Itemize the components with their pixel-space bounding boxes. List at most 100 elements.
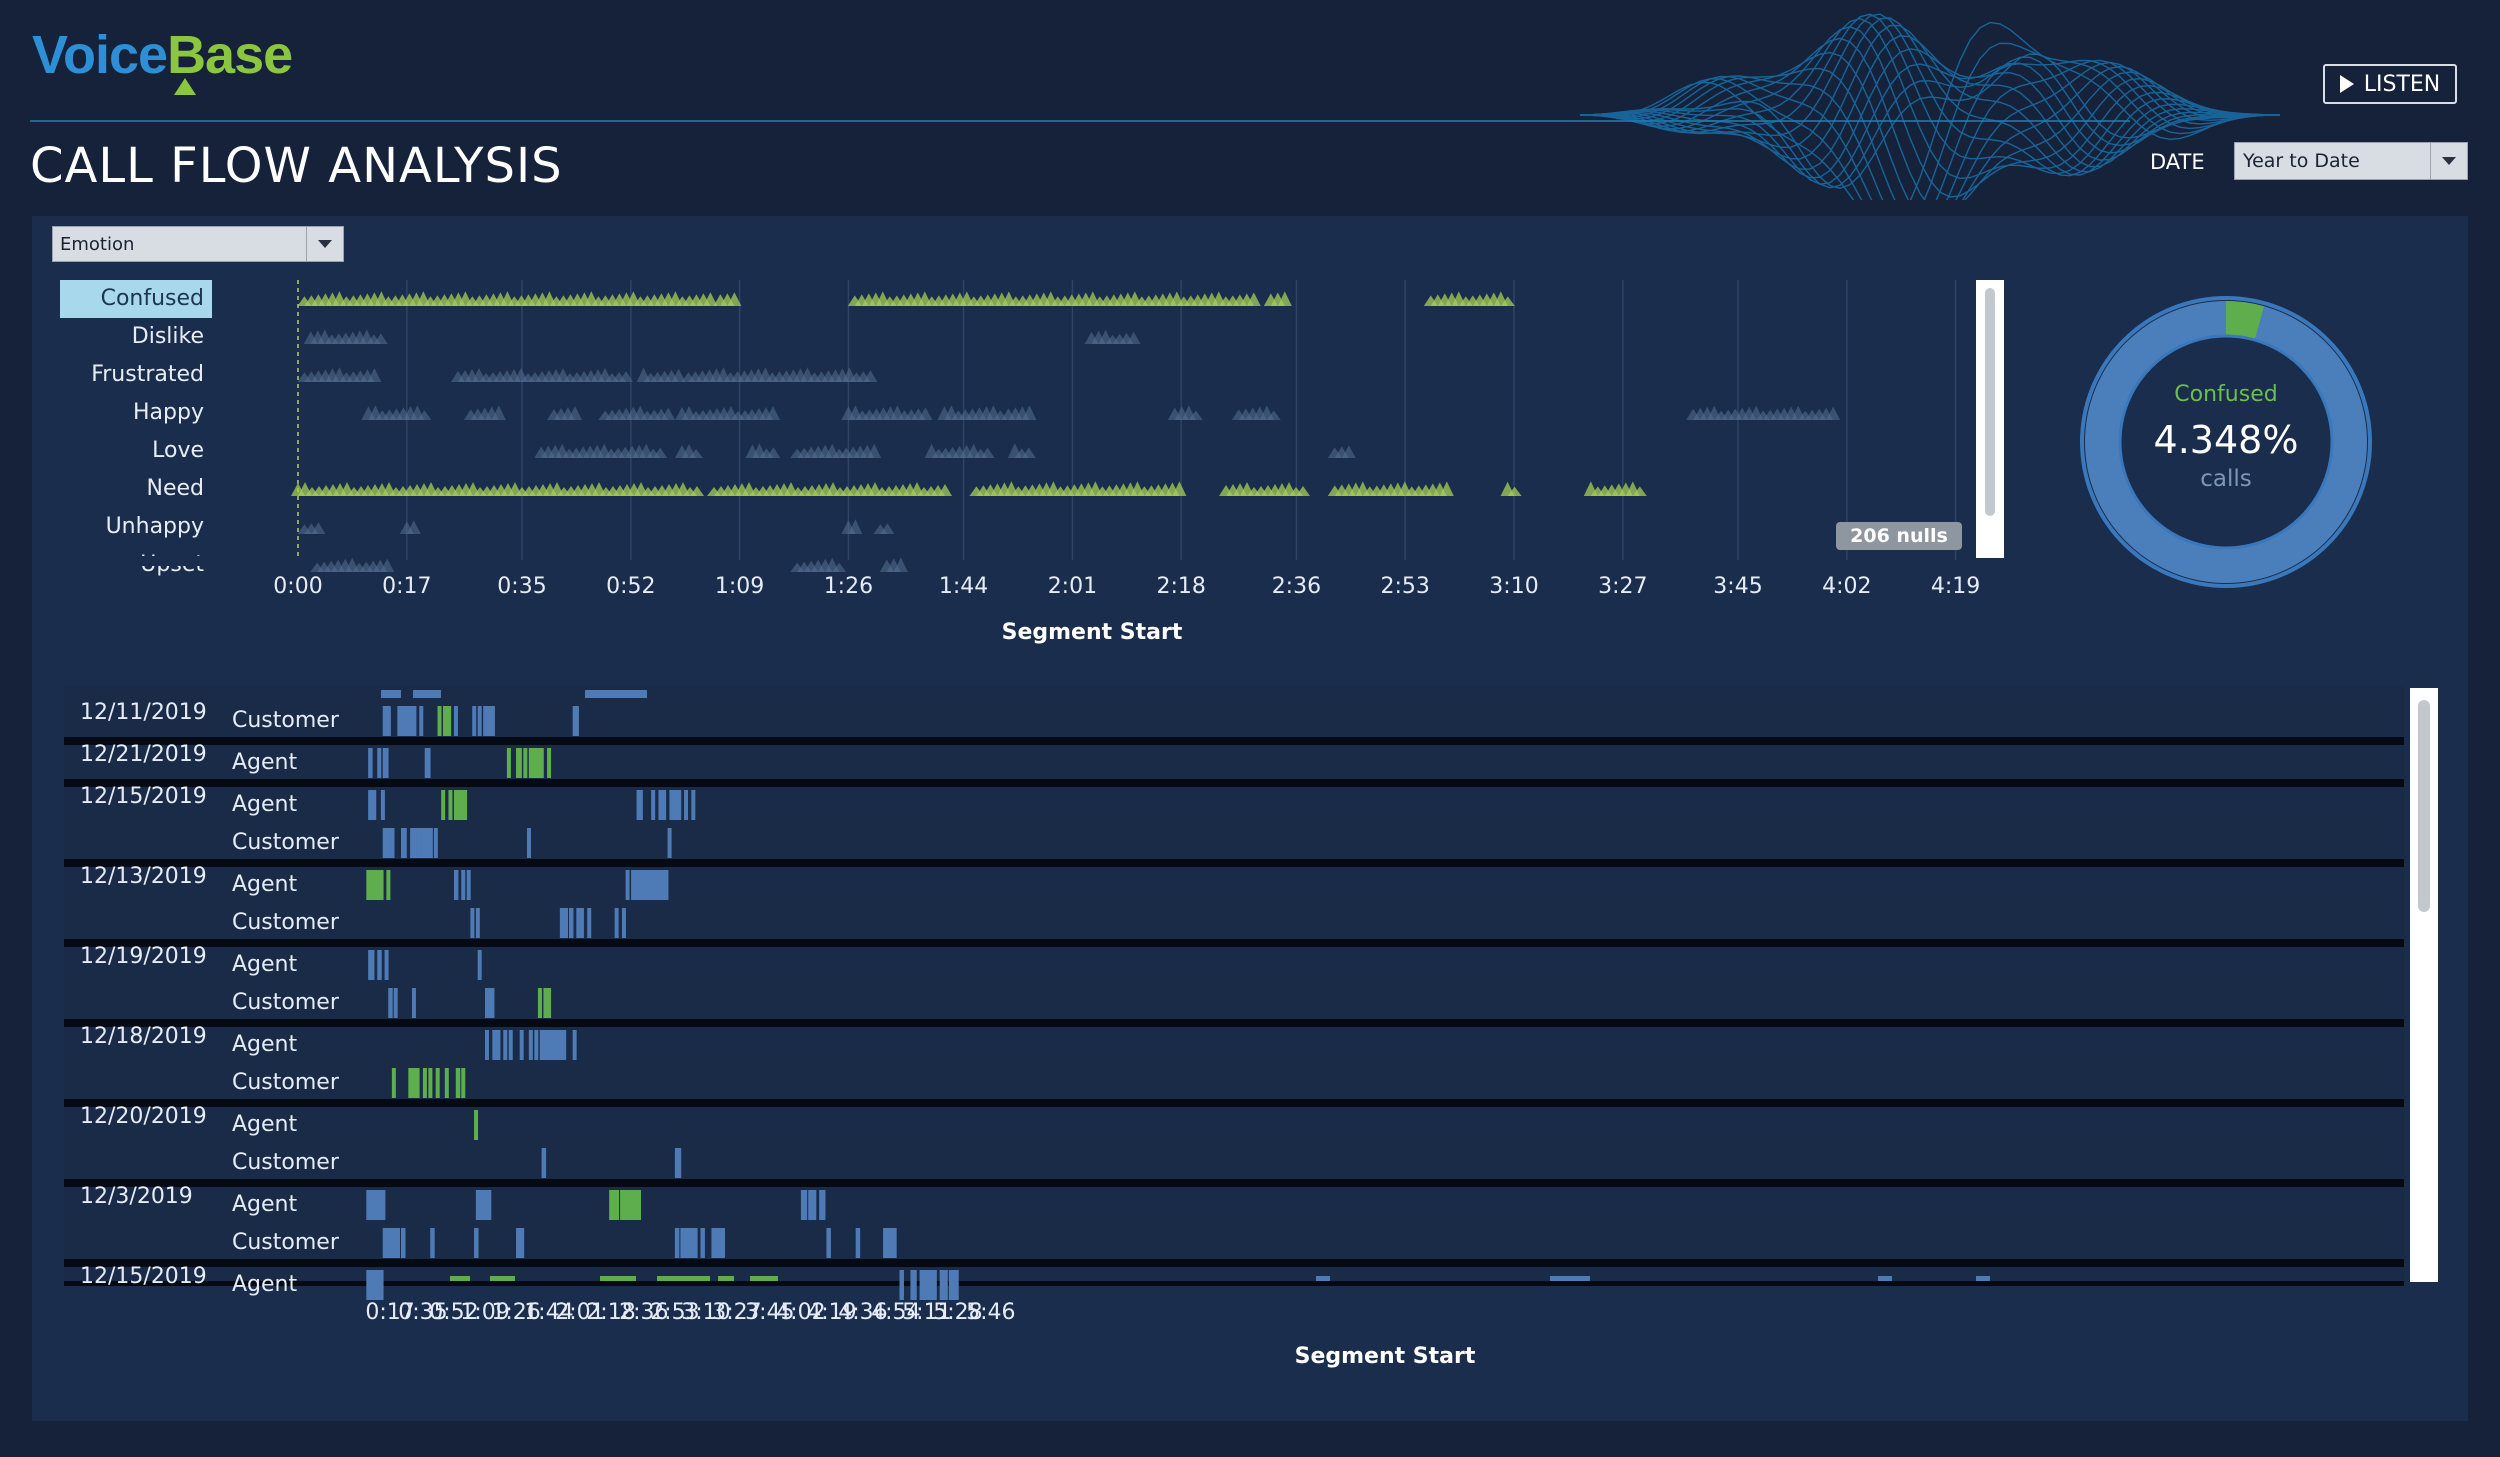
call-flow-x-tick: 1:09 <box>460 1300 510 1325</box>
call-flow-x-tick: 1:44 <box>524 1300 574 1325</box>
call-date-label: 12/18/2019 <box>80 1024 207 1049</box>
scrollbar-thumb[interactable] <box>2418 700 2430 912</box>
call-speaker-label: Customer <box>232 910 339 935</box>
call-date-label: 12/13/2019 <box>80 864 207 889</box>
call-speaker-label: Agent <box>232 872 298 897</box>
emotion-x-tick: 4:19 <box>1930 574 1981 599</box>
emotion-label-frustrated[interactable]: Frustrated <box>91 362 204 387</box>
call-flow-x-tick: 0:17 <box>365 1300 415 1325</box>
scrollbar-thumb[interactable] <box>1985 288 1995 516</box>
call-speaker-label: Customer <box>232 990 339 1015</box>
emotion-x-tick: 2:18 <box>1156 574 1206 599</box>
call-speaker-label: Agent <box>232 1192 298 1217</box>
donut-slice-confused[interactable] <box>2225 301 2265 340</box>
emotion-x-tick: 2:36 <box>1271 574 1322 599</box>
wave-line <box>1580 51 2280 200</box>
page-title: CALL FLOW ANALYSIS <box>30 138 563 194</box>
wave-line <box>1580 62 2280 185</box>
call-flow-x-tick: 4:02 <box>776 1300 826 1325</box>
donut-value: 4.348% <box>2153 418 2299 462</box>
logo-text: VoiceBase <box>32 25 293 85</box>
voicebase-logo[interactable]: VoiceBase <box>32 24 293 104</box>
emotion-x-tick: 0:17 <box>382 574 432 599</box>
wave-line <box>1580 13 2280 177</box>
emotion-label-dislike[interactable]: Dislike <box>131 324 204 349</box>
emotion-x-tick: 0:00 <box>273 574 323 599</box>
wave-line <box>1580 21 2280 200</box>
call-flow-chart-area <box>64 686 2404 1286</box>
wave-line <box>1580 61 2280 200</box>
date-filter-label: DATE <box>2150 150 2205 174</box>
date-filter-select[interactable]: Year to Date <box>2234 142 2468 180</box>
listen-label: LISTEN <box>2363 71 2441 97</box>
call-speaker-label: Customer <box>232 1070 339 1095</box>
wave-line <box>1580 26 2280 198</box>
chevron-down-icon <box>318 240 332 248</box>
chevron-down-icon <box>2442 157 2456 165</box>
call-speaker-label: Customer <box>232 708 339 733</box>
wave-line <box>1580 37 2280 200</box>
call-date-label: 12/15/2019 <box>80 1264 207 1289</box>
call-speaker-label: Customer <box>232 1150 339 1175</box>
call-flow-scrollbar[interactable] <box>2410 688 2438 1282</box>
emotion-label-need[interactable]: Need <box>146 476 205 501</box>
call-flow-x-tick: 2:18 <box>586 1300 636 1325</box>
call-speaker-label: Agent <box>232 750 298 775</box>
call-flow-x-tick: 2:01 <box>555 1300 605 1325</box>
call-date-label: 12/20/2019 <box>80 1104 207 1129</box>
emotion-x-tick: 1:26 <box>823 574 874 599</box>
emotion-scrollbar[interactable] <box>1976 280 2004 558</box>
emotion-x-tick: 4:02 <box>1822 574 1872 599</box>
call-speaker-label: Customer <box>232 1230 339 1255</box>
emotion-label-love[interactable]: Love <box>152 438 204 463</box>
call-date-label: 12/3/2019 <box>80 1184 193 1209</box>
emotion-x-tick: 1:09 <box>714 574 765 599</box>
donut-inner-ring <box>2118 334 2334 550</box>
call-flow-x-tick: 3:45 <box>745 1300 795 1325</box>
nulls-badge[interactable]: 206 nulls <box>1836 522 1962 550</box>
donut-outer-ring <box>2080 296 2372 588</box>
call-flow-x-tick: 3:10 <box>681 1300 731 1325</box>
emotion-filter-value: Emotion <box>60 233 135 255</box>
call-flow-x-tick: 5:28 <box>933 1300 983 1325</box>
date-filter-dropdown-button[interactable] <box>2430 143 2467 179</box>
call-flow-x-tick: 4:54 <box>871 1300 921 1325</box>
call-date-label: 12/15/2019 <box>80 784 207 809</box>
call-flow-x-axis-title: Segment Start <box>1294 1344 1476 1369</box>
call-speaker-label: Agent <box>232 1112 298 1137</box>
emotion-label-unhappy[interactable]: Unhappy <box>105 514 204 539</box>
listen-button[interactable]: LISTEN <box>2323 64 2457 104</box>
emotion-x-tick: 3:27 <box>1598 574 1648 599</box>
call-flow-x-tick: 2:36 <box>619 1300 669 1325</box>
logo-triangle-icon <box>174 78 196 95</box>
call-flow-x-tick: 0:35 <box>398 1300 448 1325</box>
call-speaker-label: Customer <box>232 830 339 855</box>
call-flow-x-tick: 2:53 <box>650 1300 700 1325</box>
donut-unit: calls <box>2200 466 2252 492</box>
emotion-labels: Confused Dislike Frustrated Happy Love Need Un… <box>60 280 212 584</box>
call-flow-x-tick: 4:19 <box>807 1300 857 1325</box>
emotion-x-axis-title: Segment Start <box>1001 620 1183 645</box>
header-divider <box>30 120 2130 122</box>
call-flow-x-tick: 0:52 <box>429 1300 479 1325</box>
emotion-x-tick: 2:01 <box>1047 574 1098 599</box>
call-date-label: 12/19/2019 <box>80 944 207 969</box>
wave-line <box>1580 59 2280 200</box>
call-speaker-label: Agent <box>232 1032 298 1057</box>
emotion-label-confused[interactable]: Confused <box>60 280 212 318</box>
call-flow-x-tick: 4:36 <box>838 1300 888 1325</box>
emotion-x-tick: 0:35 <box>497 574 547 599</box>
emotion-filter-dropdown-button[interactable] <box>306 227 343 261</box>
confused-donut-chart: Confused 4.348% calls <box>2066 282 2386 602</box>
emotion-x-tick: 3:10 <box>1489 574 1539 599</box>
logo-base: Base <box>167 25 293 85</box>
call-speaker-label: Agent <box>232 952 298 977</box>
call-speaker-label: Agent <box>232 1272 298 1297</box>
call-date-label: 12/21/2019 <box>80 742 207 767</box>
emotion-label-happy[interactable]: Happy <box>133 400 204 425</box>
call-flow-x-tick: 5:11 <box>902 1300 952 1325</box>
emotion-x-tick: 3:45 <box>1713 574 1763 599</box>
emotion-x-tick: 0:52 <box>606 574 656 599</box>
emotion-filter-select[interactable]: Emotion <box>52 226 344 262</box>
